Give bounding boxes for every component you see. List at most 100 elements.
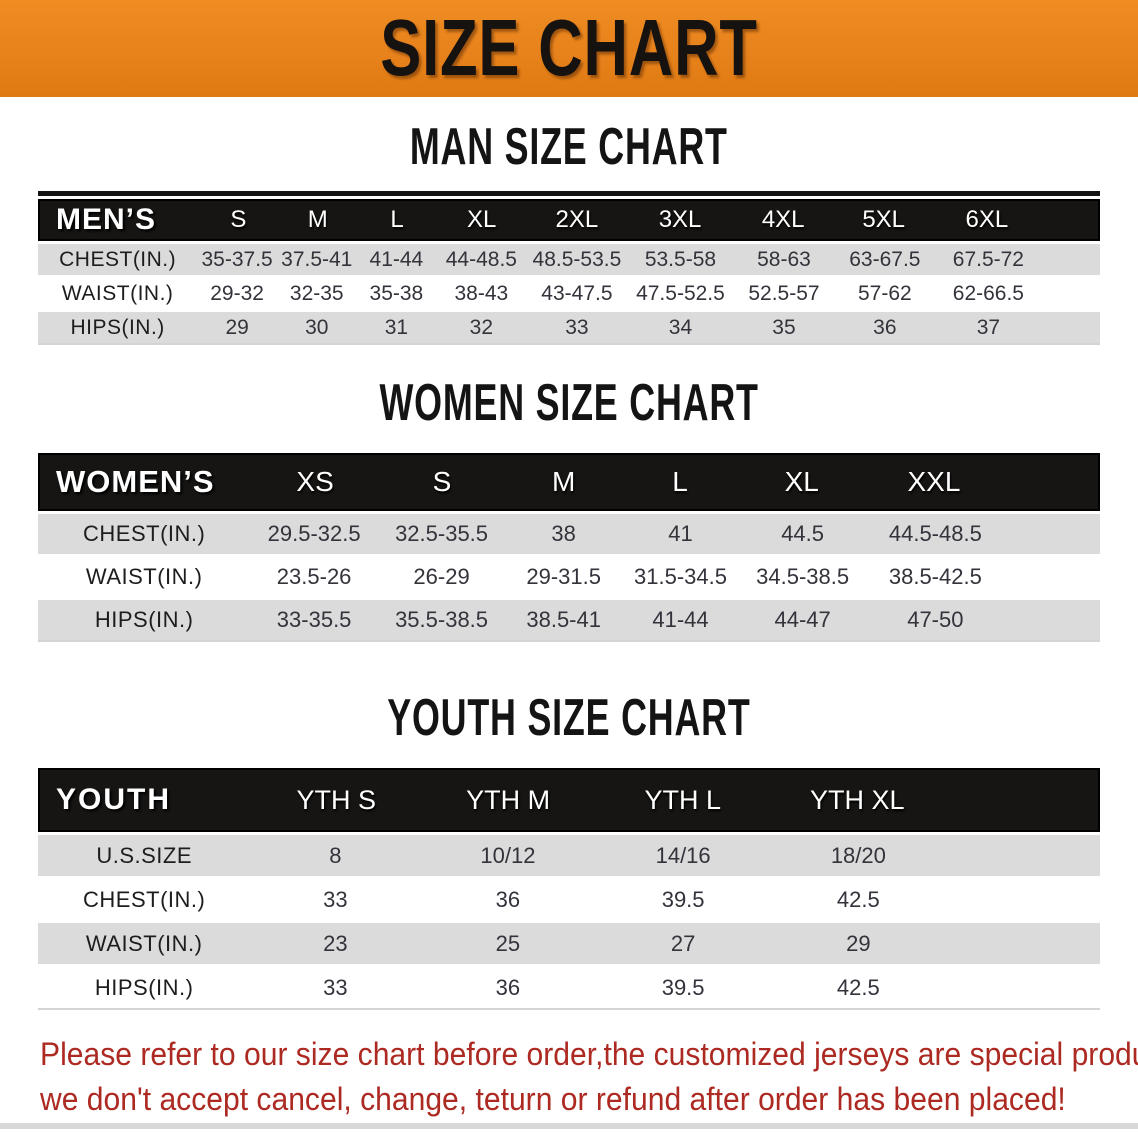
row-label: CHEST(IN.)	[59, 247, 177, 271]
cell-value: 47-50	[907, 607, 964, 632]
cell-value: 29	[225, 315, 249, 339]
cell-value: 36	[873, 315, 897, 339]
women-header-row: WOMEN’S XS S M L XL XXL	[38, 453, 1100, 511]
men-size-col: 2XL	[555, 206, 599, 233]
row-label: WAIST(IN.)	[85, 930, 203, 956]
men-hips-row: HIPS(IN.) 29 30 31 32 33 34 35 36 37	[38, 312, 1100, 343]
cell-value: 33	[323, 974, 348, 1000]
men-section-heading: MAN SIZE CHART	[410, 116, 728, 176]
cell-value: 41-44	[369, 247, 424, 271]
cell-value: 23	[323, 930, 348, 956]
row-label: HIPS(IN.)	[94, 974, 194, 1000]
women-size-col: XL	[784, 466, 819, 497]
cell-value: 30	[305, 315, 329, 339]
cell-value: 58-63	[757, 247, 811, 271]
youth-chest-row: CHEST(IN.) 33 36 39.5 42.5	[38, 879, 1100, 920]
women-size-col: S	[432, 466, 452, 497]
cell-value: 29-32	[210, 281, 264, 305]
cell-value: 35.5-38.5	[395, 607, 489, 632]
cell-value: 37	[976, 315, 1001, 339]
cell-value: 29-31.5	[526, 564, 601, 589]
youth-size-table: YOUTH YTH S YTH M YTH L YTH XL U.S.SIZE …	[38, 768, 1100, 1010]
youth-size-col: YTH S	[296, 784, 376, 815]
men-size-col: L	[390, 206, 404, 233]
cell-value: 53.5-58	[644, 247, 717, 271]
men-size-table: MEN’S S M L XL 2XL 3XL 4XL 5XL 6XL CHEST…	[38, 191, 1100, 345]
men-size-col: 6XL	[965, 206, 1009, 233]
cell-value: 37.5-41	[281, 247, 353, 271]
cell-value: 52.5-57	[748, 281, 820, 305]
men-waist-row: WAIST(IN.) 29-32 32-35 35-38 38-43 43-47…	[38, 278, 1100, 309]
women-section-heading-wrap: WOMEN SIZE CHART	[0, 373, 1138, 433]
row-label: WAIST(IN.)	[85, 564, 203, 589]
youth-hips-row: HIPS(IN.) 33 36 39.5 42.5	[38, 967, 1100, 1008]
cell-value: 25	[495, 930, 521, 956]
youth-header-row: YOUTH YTH S YTH M YTH L YTH XL	[38, 768, 1100, 832]
cell-value: 42.5	[836, 886, 880, 912]
row-label: CHEST(IN.)	[83, 886, 206, 912]
youth-size-col: YTH M	[466, 784, 551, 815]
cell-value: 47.5-52.5	[636, 281, 725, 305]
cell-value: 32	[469, 315, 494, 339]
cell-value: 36	[495, 974, 521, 1000]
women-waist-row: WAIST(IN.) 23.5-26 26-29 29-31.5 31.5-34…	[38, 557, 1100, 597]
cell-value: 34.5-38.5	[756, 564, 850, 589]
cell-value: 23.5-26	[276, 564, 352, 589]
cell-value: 44.5-48.5	[888, 521, 982, 546]
cell-value: 44-48.5	[445, 247, 517, 271]
footer-line-2: we don't accept cancel, change, teturn o…	[40, 1081, 1066, 1117]
cell-value: 41	[668, 521, 693, 546]
footer-line-1: Please refer to our size chart before or…	[40, 1036, 1138, 1072]
cell-value: 63-67.5	[849, 247, 921, 271]
men-corner-label: MEN’S	[56, 203, 157, 236]
cell-value: 34	[668, 315, 693, 339]
cell-value: 29.5-32.5	[267, 521, 361, 546]
men-size-col: 3XL	[658, 206, 702, 233]
cell-value: 26-29	[413, 564, 470, 589]
cell-value: 31	[384, 315, 409, 339]
youth-section-heading-wrap: YOUTH SIZE CHART	[0, 687, 1138, 748]
row-label: WAIST(IN.)	[61, 281, 174, 305]
men-chest-row: CHEST(IN.) 35-37.5 37.5-41 41-44 44-48.5…	[38, 244, 1100, 275]
men-size-col: S	[230, 206, 247, 233]
youth-size-col: YTH L	[644, 784, 721, 815]
men-section-heading-wrap: MAN SIZE CHART	[0, 116, 1138, 177]
cell-value: 44-47	[774, 607, 831, 632]
cell-value: 10/12	[480, 842, 536, 868]
cell-value: 62-66.5	[952, 281, 1024, 305]
cell-value: 43-47.5	[541, 281, 613, 305]
youth-section-heading: YOUTH SIZE CHART	[387, 687, 751, 747]
bottom-strip	[0, 1123, 1138, 1129]
women-corner-label: WOMEN’S	[56, 464, 215, 499]
row-label: U.S.SIZE	[96, 842, 193, 868]
cell-value: 8	[329, 842, 342, 868]
women-hips-row: HIPS(IN.) 33-35.5 35.5-38.5 38.5-41 41-4…	[38, 600, 1100, 640]
cell-value: 27	[670, 930, 696, 956]
men-table-topline	[38, 191, 1100, 196]
cell-value: 38	[551, 521, 576, 546]
cell-value: 33	[323, 886, 348, 912]
row-label: HIPS(IN.)	[94, 607, 194, 632]
women-size-col: XS	[296, 466, 334, 497]
cell-value: 35-37.5	[201, 247, 273, 271]
women-size-table: WOMEN’S XS S M L XL XXL CHEST(IN.) 29.5-…	[38, 453, 1100, 642]
cell-value: 18/20	[830, 842, 886, 868]
men-size-col: XL	[467, 206, 497, 233]
cell-value: 41-44	[652, 607, 709, 632]
banner-title: SIZE CHART	[380, 3, 758, 93]
footer-note: Please refer to our size chart before or…	[40, 1032, 1138, 1122]
men-size-col: 4XL	[761, 206, 805, 233]
cell-value: 39.5	[661, 974, 705, 1000]
youth-corner-label: YOUTH	[56, 783, 171, 816]
cell-value: 33	[565, 315, 589, 339]
women-size-col: XXL	[907, 466, 961, 497]
men-size-col: M	[307, 206, 328, 233]
men-header-row: MEN’S S M L XL 2XL 3XL 4XL 5XL 6XL	[38, 199, 1100, 241]
row-label: HIPS(IN.)	[70, 315, 165, 339]
men-size-col: 5XL	[862, 206, 906, 233]
cell-value: 67.5-72	[952, 247, 1024, 271]
cell-value: 38.5-41	[526, 607, 601, 632]
youth-waist-row: WAIST(IN.) 23 25 27 29	[38, 923, 1100, 964]
cell-value: 39.5	[661, 886, 705, 912]
